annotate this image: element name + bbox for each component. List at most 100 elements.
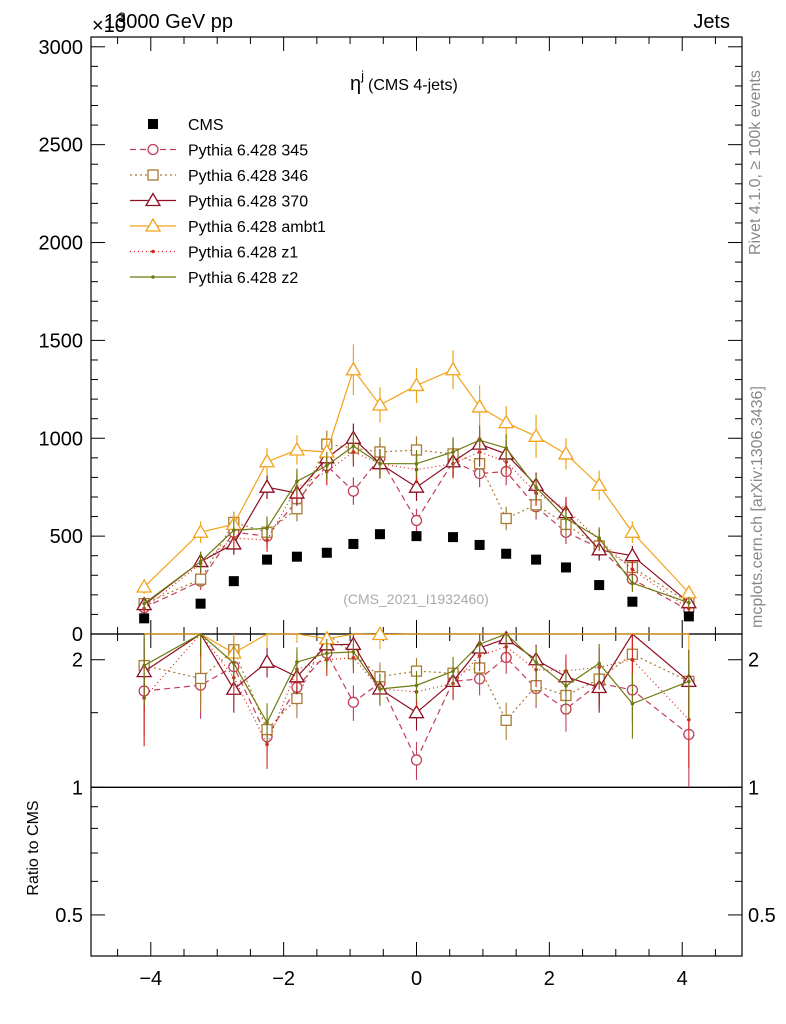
ratio-point [534,660,538,664]
cms-data-point [374,529,385,540]
ratio-y-tick-label-right: 2 [748,650,759,672]
cms-data-point [321,547,332,558]
data-point [136,578,153,593]
ratio-point [597,661,601,666]
data-point [527,428,545,442]
data-point [591,476,608,491]
data-point [408,478,425,493]
exponent-label: ×10 [92,15,126,37]
ratio-point [410,754,423,766]
ratio-point [142,663,146,668]
ratio-point [347,696,360,708]
ratio-point [194,672,207,685]
legend-label: Pythia 6.428 ambt1 [188,219,326,236]
ratio-point [232,661,236,665]
legend-label: Pythia 6.428 346 [188,168,308,185]
data-point [557,445,575,460]
data-point [288,441,306,456]
plot-title: ηj (CMS 4-jets) [350,68,458,95]
cms-data-point [560,562,571,573]
data-point [192,523,209,538]
legend-marker [144,217,162,232]
cms-data-point [139,613,150,624]
ratio-y-tick-label-right: 1 [748,777,759,799]
cms-data-point [195,598,206,609]
data-point [534,485,538,489]
cms-data-point [501,548,512,559]
ratio-ylabel: Ratio to CMS [25,800,42,895]
x-tick-label: 2 [544,968,555,990]
ratio-point [291,692,303,705]
legend: CMS Pythia 6.428 345 Pythia 6.428 346 Pythi… [130,117,326,287]
cms-data-point [594,580,605,591]
x-tick-label: −2 [272,968,295,990]
cms-data-point [348,538,359,549]
legend-marker [144,192,162,207]
data-point [142,601,146,606]
data-point [624,523,641,538]
jets-label: Jets [693,11,730,33]
y-tick-label: 500 [50,526,83,548]
ratio-point [258,653,276,668]
data-point [597,536,601,540]
legend-label: Pythia 6.428 345 [188,143,308,160]
rivet-label: Rivet 4.1.0, ≥ 100k events [747,70,764,255]
cms-data-point [627,596,638,607]
legend-label: Pythia 6.428 370 [188,194,308,211]
legend-marker [147,169,159,181]
data-point [347,485,360,497]
legend-label: CMS [188,117,224,134]
collision-label: 13000 GeV pp [104,11,233,33]
data-point [410,514,423,527]
y-tick-label: 2000 [39,233,84,255]
data-point [194,573,207,585]
analysis-watermark: (CMS_2021_I1932460) [343,591,489,607]
x-tick-label: −4 [139,968,162,990]
y-tick-label: 3000 [39,37,84,59]
cms-data-point [262,554,273,565]
axes-layer: 0 500 1000 1500 2000 2500 3000 −4 −2 0 2 4 0.5 0.5 1 1 2… [39,37,776,990]
plot-title-eta: η [350,73,361,95]
data-point [498,414,515,429]
plot-title-rest: (CMS 4-jets) [368,77,458,94]
ratio-point [630,657,635,662]
ratio-point [414,683,419,688]
legend-label: Pythia 6.428 z1 [188,245,298,262]
data-point [471,398,488,413]
mcplots-label: mcplots.cern.ch [arXiv:1306.3436] [749,386,766,628]
cms-data-point [683,611,694,622]
data-point [378,461,382,466]
ratio-point [295,660,299,664]
data-point [198,559,203,564]
ratio-point [500,714,512,726]
ratio-point [477,642,482,647]
x-tick-label: 0 [411,968,422,990]
data-point [504,459,508,464]
plot-title-sup: j [360,68,364,83]
ratio-point [351,650,356,654]
data-point [258,453,276,468]
y-tick-label: 0 [72,624,83,646]
data-point [451,450,455,454]
y-tick-label: 1000 [39,428,84,450]
data-point [630,567,635,572]
y-tick-label: 2500 [39,135,84,157]
ratio-y-tick-label: 1 [72,777,83,799]
ratio-point [564,684,568,688]
data-point [504,446,508,450]
data-point [295,479,299,484]
ratio-line [144,633,689,654]
ratio-y-tick-label: 2 [72,650,83,672]
data-point [414,461,419,466]
ratio-y-tick-label: 0.5 [55,905,83,927]
ratio-y-tick-label-right: 0.5 [748,905,776,927]
data-point [232,528,236,533]
ratio-point [408,704,425,719]
legend-marker [148,119,158,129]
data-point [345,361,362,376]
ratio-point [325,651,329,655]
ratio-line [144,652,690,762]
series-line [143,456,690,612]
exponent-value: 3 [118,9,126,25]
